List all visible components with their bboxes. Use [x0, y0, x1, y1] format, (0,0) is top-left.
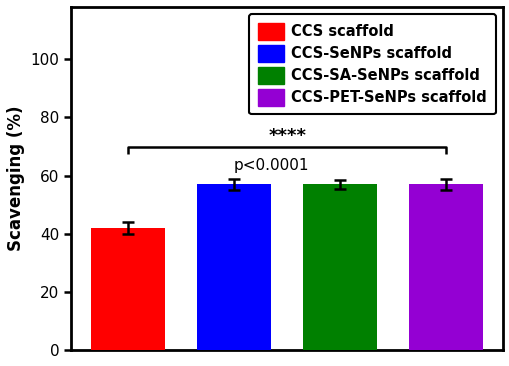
Text: ****: **** [268, 127, 305, 145]
Bar [91, 228, 165, 350]
Text: p<0.0001: p<0.0001 [233, 158, 308, 173]
Bar [196, 184, 271, 350]
Bar [302, 184, 377, 350]
Legend: CCS scaffold, CCS-SeNPs scaffold, CCS-SA-SeNPs scaffold, CCS-PET-SeNPs scaffold: CCS scaffold, CCS-SeNPs scaffold, CCS-SA… [248, 14, 495, 115]
Y-axis label: Scavenging (%): Scavenging (%) [7, 106, 25, 251]
Bar [408, 184, 483, 350]
